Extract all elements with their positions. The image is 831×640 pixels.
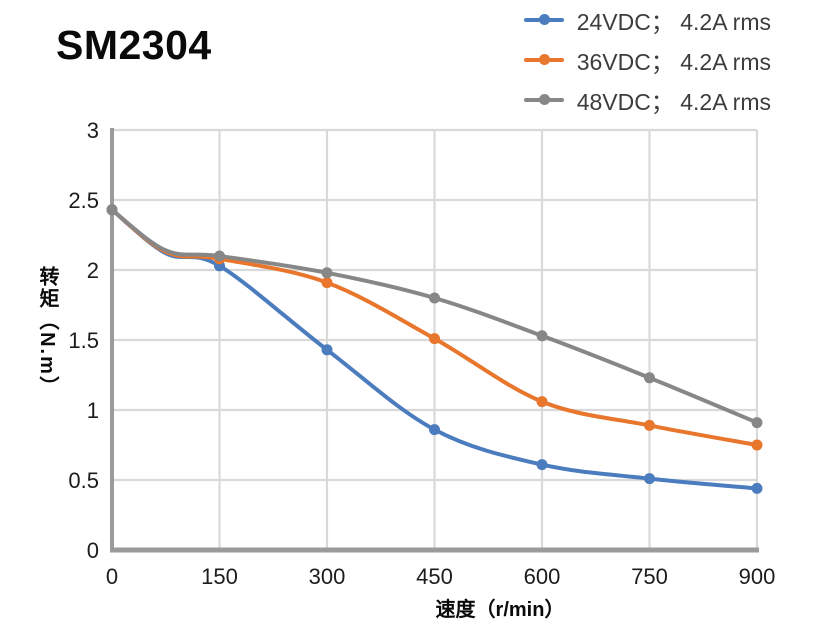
legend-label: 48VDC； 4.2A rms (576, 88, 771, 115)
y-tick-label: 0 (87, 538, 99, 563)
y-tick-label: 2 (87, 258, 99, 283)
legend-line-dot-marker-icon (523, 13, 564, 26)
legend-label: 24VDC； 4.2A rms (576, 8, 771, 35)
series-point-marker (644, 372, 655, 384)
series-point-marker (536, 459, 548, 471)
series-point-marker (429, 292, 440, 304)
y-tick-label: 3 (87, 118, 99, 143)
x-axis-title: 速度（r/min） (435, 599, 565, 621)
legend-item-36vdc: 36VDC； 4.2A rms (523, 44, 771, 75)
series-point-marker (644, 419, 655, 431)
series-point-marker (214, 250, 225, 262)
legend-line-dot-marker-icon (523, 53, 564, 66)
legend: 24VDC； 4.2A rms 36VDC； 4.2A rms 48VDC； 4… (523, 4, 771, 115)
x-tick-label: 300 (309, 564, 346, 589)
series-point-marker (644, 473, 655, 485)
series-point-marker (536, 396, 548, 408)
x-tick-label: 900 (739, 564, 776, 589)
legend-item-24vdc: 24VDC； 4.2A rms (523, 4, 771, 35)
series-point-marker (106, 204, 118, 216)
x-tick-label: 450 (416, 564, 453, 589)
x-tick-label: 0 (106, 564, 118, 589)
chart-title: SM2304 (56, 22, 212, 68)
series-point-marker (751, 439, 763, 451)
series-point-marker (536, 330, 548, 342)
series-point-marker (751, 417, 763, 429)
series-point-marker (429, 333, 440, 345)
series-point-marker (321, 344, 333, 356)
x-tick-label: 750 (631, 564, 668, 589)
series-point-marker (751, 482, 763, 494)
series-point-marker (429, 424, 440, 436)
y-axis-title: 转矩（N.m） (36, 266, 58, 398)
legend-line-dot-marker-icon (523, 93, 564, 106)
legend-label: 36VDC； 4.2A rms (576, 48, 771, 75)
legend-item-48vdc: 48VDC； 4.2A rms (523, 84, 771, 115)
y-tick-label: 2.5 (68, 188, 99, 213)
y-tick-label: 1 (87, 398, 99, 423)
y-tick-label: 1.5 (68, 328, 99, 353)
series-point-marker (321, 277, 333, 289)
y-tick-label: 0.5 (68, 468, 99, 493)
series-point-marker (321, 267, 333, 279)
x-tick-label: 600 (524, 564, 561, 589)
x-tick-label: 150 (201, 564, 238, 589)
